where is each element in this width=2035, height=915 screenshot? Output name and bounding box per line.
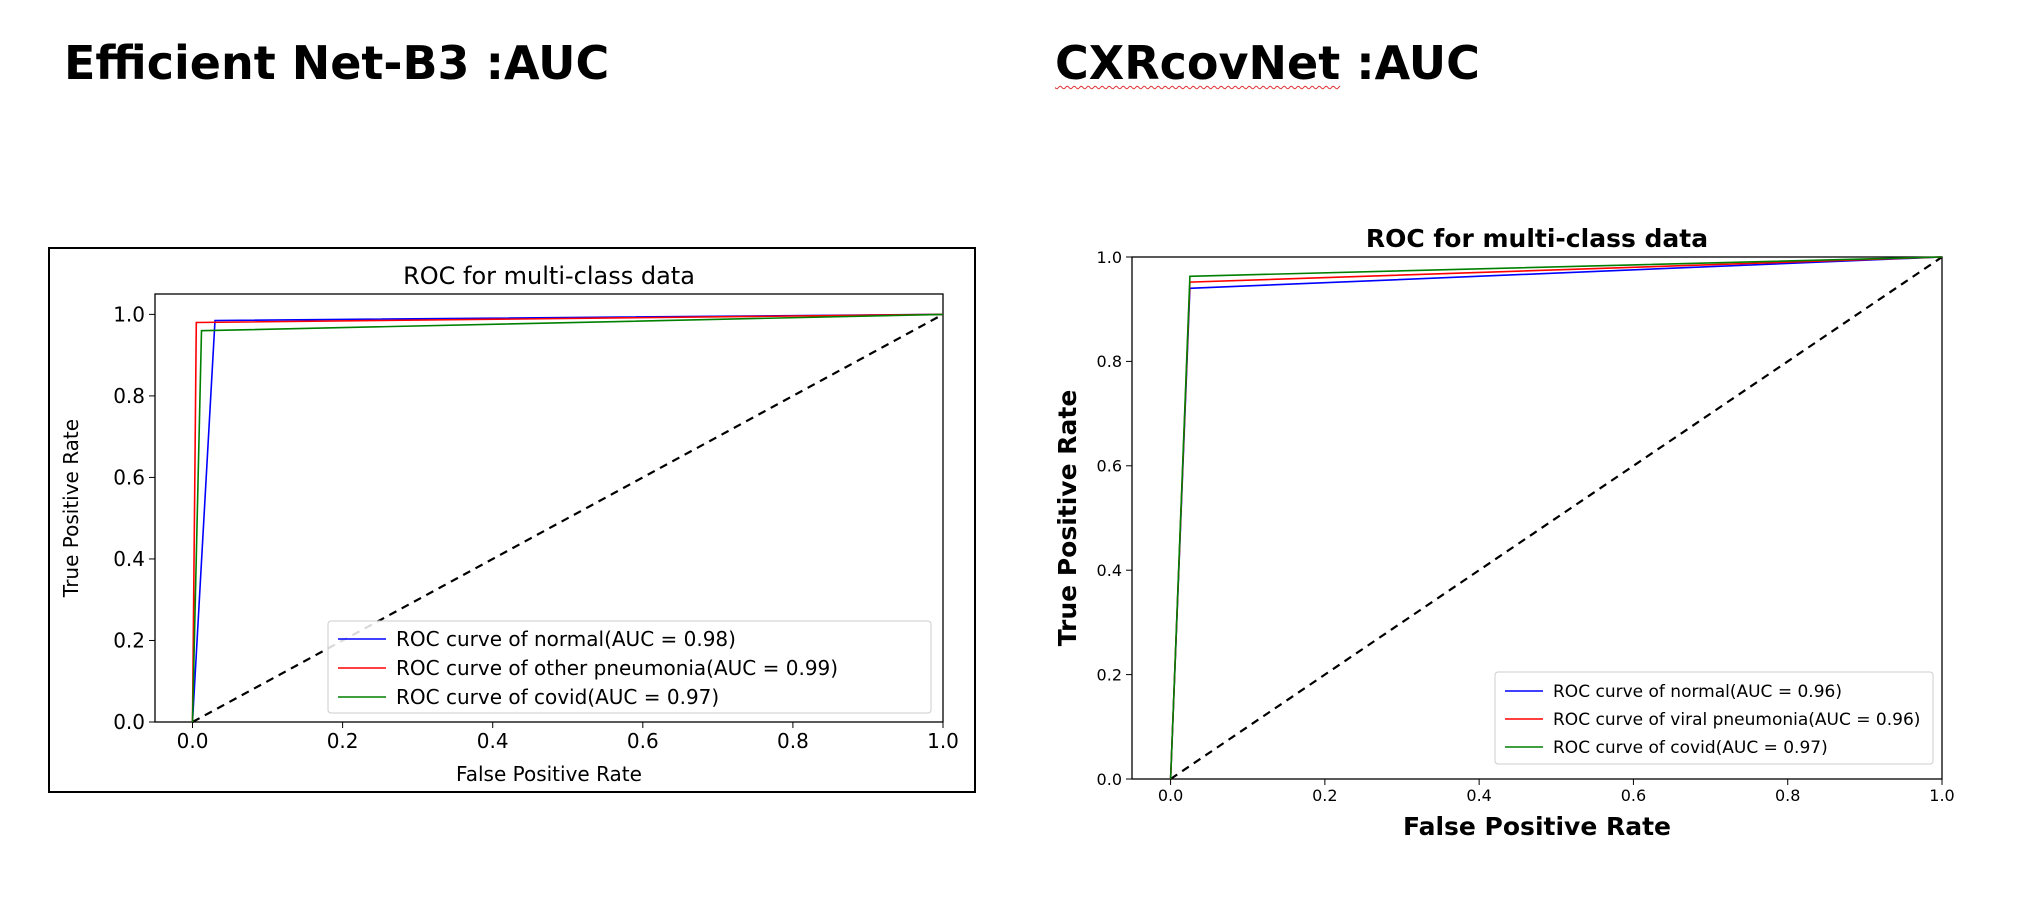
- y-axis-label: True Positive Rate: [1053, 390, 1082, 647]
- legend-entry: ROC curve of other pneumonia(AUC = 0.99): [396, 656, 838, 680]
- roc-chart-cxrcovnet: ROC for multi-class data 0.0 0.2 0.4 0.6 0.8 1…: [1053, 224, 1955, 841]
- legend-entry: ROC curve of covid(AUC = 0.97): [396, 685, 719, 709]
- y-tick-label: 0.4: [113, 547, 145, 571]
- x-tick-label: 0.6: [627, 729, 659, 753]
- x-tick-label: 1.0: [1929, 786, 1954, 805]
- y-tick-label: 0.2: [113, 629, 145, 653]
- x-tick-label: 0.0: [1158, 786, 1183, 805]
- y-tick-label: 1.0: [1097, 248, 1122, 267]
- legend-box: [327, 620, 932, 714]
- y-tick-label: 0.6: [113, 466, 145, 490]
- legend-entry: ROC curve of normal(AUC = 0.98): [396, 627, 736, 651]
- y-tick-label: 1.0: [113, 303, 145, 327]
- legend-entry: ROC curve of viral pneumonia(AUC = 0.96): [1553, 710, 1920, 730]
- diagonal-reference-line: [1169, 256, 1943, 780]
- x-axis-label: False Positive Rate: [456, 762, 642, 786]
- x-tick-label: 0.4: [477, 729, 509, 753]
- roc-curve-series-3: [191, 313, 944, 723]
- x-tick-label: 1.0: [927, 729, 959, 753]
- diagonal-reference-line: [191, 313, 944, 723]
- legend-box: [1494, 671, 1934, 765]
- y-tick-label: 0.0: [1097, 770, 1122, 789]
- x-tick-label: 0.8: [1775, 786, 1800, 805]
- chart-title: ROC for multi-class data: [1366, 224, 1708, 253]
- y-tick-label: 0.0: [113, 710, 145, 734]
- x-tick-label: 0.0: [177, 729, 209, 753]
- x-tick-label: 0.4: [1466, 786, 1491, 805]
- heading-efficientnet: Efficient Net-B3 :AUC: [64, 36, 610, 90]
- roc-chart-efficientnet: ROC for multi-class data 0.0 0.2 0.4 0.6 0.8 1…: [59, 262, 959, 786]
- roc-curve-series-2: [191, 313, 944, 723]
- x-tick-label: 0.8: [777, 729, 809, 753]
- x-tick-label: 0.6: [1621, 786, 1646, 805]
- y-axis-label: True Positive Rate: [59, 419, 83, 598]
- y-tick-label: 0.4: [1097, 561, 1122, 580]
- heading-cxrcovnet: CXRcovNet :AUC: [1055, 36, 1480, 90]
- x-tick-label: 0.2: [327, 729, 359, 753]
- y-tick-label: 0.2: [1097, 665, 1122, 684]
- x-axis-label: False Positive Rate: [1403, 812, 1671, 841]
- y-tick-label: 0.8: [1097, 352, 1122, 371]
- y-tick-label: 0.8: [113, 384, 145, 408]
- y-tick-label: 0.6: [1097, 457, 1122, 476]
- x-tick-label: 0.2: [1312, 786, 1337, 805]
- legend-entry: ROC curve of covid(AUC = 0.97): [1553, 738, 1828, 758]
- chart-title: ROC for multi-class data: [403, 262, 695, 290]
- roc-curve-series-3: [1169, 256, 1943, 780]
- legend-entry: ROC curve of normal(AUC = 0.96): [1553, 682, 1842, 702]
- heading-cxrcovnet-suffix: :AUC: [1340, 36, 1480, 90]
- heading-cxrcovnet-word: CXRcovNet: [1055, 36, 1341, 90]
